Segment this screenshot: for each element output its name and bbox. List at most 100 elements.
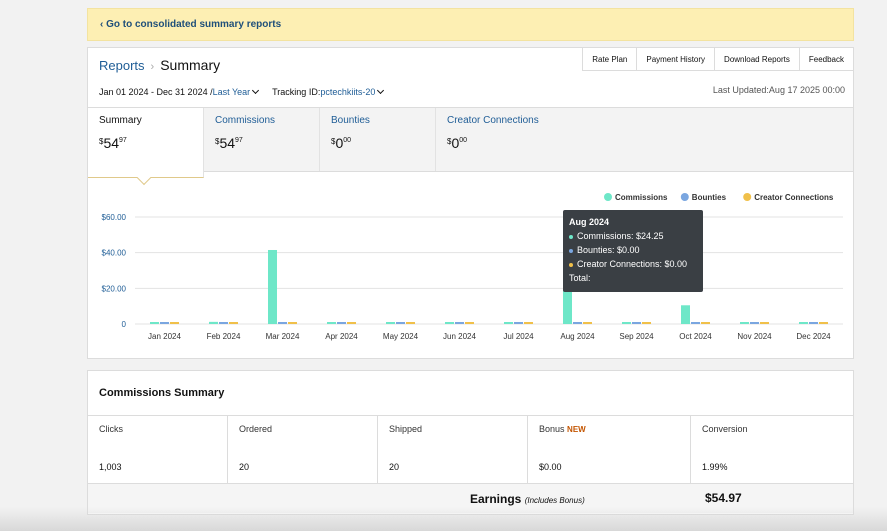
- currency-symbol: $: [99, 137, 104, 146]
- x-tick-label: Feb 2024: [207, 332, 241, 341]
- bar: [288, 322, 297, 324]
- tooltip-total: Total:: [569, 273, 591, 283]
- summary-table: Clicks 1,003 Ordered 20 Shipped 20 Bonus…: [88, 415, 853, 483]
- currency-symbol: $: [447, 137, 452, 146]
- tab-amount: $54 97: [99, 135, 192, 151]
- download-reports-link[interactable]: Download Reports: [715, 47, 800, 71]
- tooltip-creator: Creator Connections: $0.00: [569, 257, 697, 271]
- commissions-dot-icon: [569, 234, 573, 239]
- bar: [170, 322, 179, 324]
- bar: [622, 322, 631, 324]
- clicks-header: Clicks: [99, 424, 123, 434]
- tab-label: Bounties: [331, 115, 370, 126]
- shipped-header: Shipped: [389, 424, 423, 434]
- conversion-header: Conversion: [702, 424, 748, 434]
- bar: [406, 322, 415, 324]
- bar: [799, 322, 808, 324]
- amount-cents: 97: [235, 137, 243, 144]
- bar: [524, 322, 533, 324]
- y-tick-label: $20.00: [102, 284, 127, 293]
- ordered-cell: Ordered 20: [228, 416, 378, 483]
- bonus-value: $0.00: [539, 462, 562, 472]
- commissions-summary-title: Commissions Summary: [99, 387, 225, 399]
- tab-bounties[interactable]: Bounties $0 00: [320, 108, 436, 171]
- tab-commissions[interactable]: Commissions $54 97: [204, 108, 320, 171]
- clicks-cell: Clicks 1,003: [88, 416, 228, 483]
- bonus-cell: Bonus NEW $0.00: [528, 416, 691, 483]
- tracking-id-dropdown[interactable]: pctechkiits-20: [320, 87, 376, 97]
- tab-amount: $0 00: [447, 135, 555, 151]
- new-badge: NEW: [567, 425, 586, 434]
- date-range: Jan 01 2024 - Dec 31 2024 /: [99, 87, 213, 97]
- bar: [278, 322, 287, 324]
- earnings-label: Earnings (Includes Bonus): [470, 492, 585, 506]
- bar: [268, 249, 277, 324]
- x-tick-label: Mar 2024: [266, 332, 300, 341]
- date-preset-dropdown[interactable]: Last Year: [212, 87, 251, 97]
- last-updated: Last Updated:Aug 17 2025 00:00: [712, 85, 845, 95]
- amount-whole: 54: [103, 135, 120, 151]
- currency-symbol: $: [331, 137, 336, 146]
- bar: [229, 322, 238, 324]
- legend-dot: [604, 193, 612, 201]
- tab-amount: $54 97: [215, 135, 308, 151]
- shipped-value: 20: [389, 462, 400, 472]
- tab-creator-connections[interactable]: Creator Connections $0 00: [436, 108, 566, 171]
- bar: [386, 322, 395, 324]
- tab-summary[interactable]: Summary $54 97: [88, 108, 204, 186]
- amount-cents: 00: [459, 137, 468, 144]
- chart-tooltip: Aug 2024 Commissions: $24.25 Bounties: $…: [563, 210, 703, 292]
- chevron-down-icon[interactable]: [252, 86, 260, 95]
- legend-label: Commissions: [615, 193, 668, 202]
- legend-label: Creator Connections: [754, 193, 834, 202]
- bar: [347, 322, 356, 324]
- tooltip-bounties: Bounties: $0.00: [569, 243, 697, 257]
- bounties-dot-icon: [569, 248, 573, 253]
- amount-whole: 0: [335, 135, 344, 151]
- tracking-label: Tracking ID:: [272, 87, 321, 97]
- summary-card: Rate Plan Payment History Download Repor…: [87, 47, 854, 359]
- breadcrumb-reports[interactable]: Reports: [99, 58, 145, 73]
- bar: [632, 322, 641, 324]
- bar: [740, 322, 749, 324]
- amount-cents: 00: [343, 137, 352, 144]
- y-tick-label: 0: [122, 320, 127, 329]
- conversion-value: 1.99%: [702, 462, 728, 472]
- tab-amount: $0 00: [331, 135, 424, 151]
- active-tab-pointer: [136, 170, 152, 186]
- bar: [150, 322, 159, 324]
- earnings-value: $54.97: [705, 491, 742, 505]
- tab-label: Summary: [99, 115, 142, 126]
- x-tick-label: Sep 2024: [619, 332, 654, 341]
- legend-dot: [680, 193, 689, 201]
- conversion-cell: Conversion 1.99%: [691, 416, 853, 483]
- feedback-link[interactable]: Feedback: [799, 47, 854, 71]
- amount-whole: 0: [451, 135, 460, 151]
- payment-history-link[interactable]: Payment History: [637, 47, 716, 71]
- bar: [445, 322, 454, 324]
- bar: [514, 322, 523, 324]
- bar: [327, 322, 336, 324]
- bottom-fade: [0, 507, 887, 531]
- amount-whole: 54: [219, 135, 236, 151]
- chart-svg: $60.00 $40.00 $20.00 0 Commissions Bounties Cr…: [102, 193, 843, 341]
- bar: [573, 322, 582, 324]
- creator-dot-icon: [569, 262, 573, 267]
- tooltip-commissions: Commissions: $24.25: [569, 229, 697, 243]
- bar: [701, 322, 710, 324]
- bar: [760, 322, 769, 324]
- bar: [396, 322, 405, 324]
- bar: [563, 280, 572, 324]
- bar: [160, 322, 169, 324]
- ordered-header: Ordered: [239, 424, 273, 434]
- x-tick-label: Aug 2024: [560, 332, 595, 341]
- x-tick-label: Apr 2024: [325, 332, 358, 341]
- bonus-header: Bonus NEW: [539, 424, 586, 434]
- tab-label: Creator Connections: [447, 115, 539, 126]
- consolidated-reports-link[interactable]: ‹ Go to consolidated summary reports: [100, 19, 282, 30]
- x-tick-label: Oct 2024: [679, 332, 712, 341]
- clicks-value: 1,003: [99, 462, 122, 472]
- bar: [219, 322, 228, 324]
- rate-plan-link[interactable]: Rate Plan: [582, 47, 638, 71]
- chevron-down-icon[interactable]: [377, 86, 385, 95]
